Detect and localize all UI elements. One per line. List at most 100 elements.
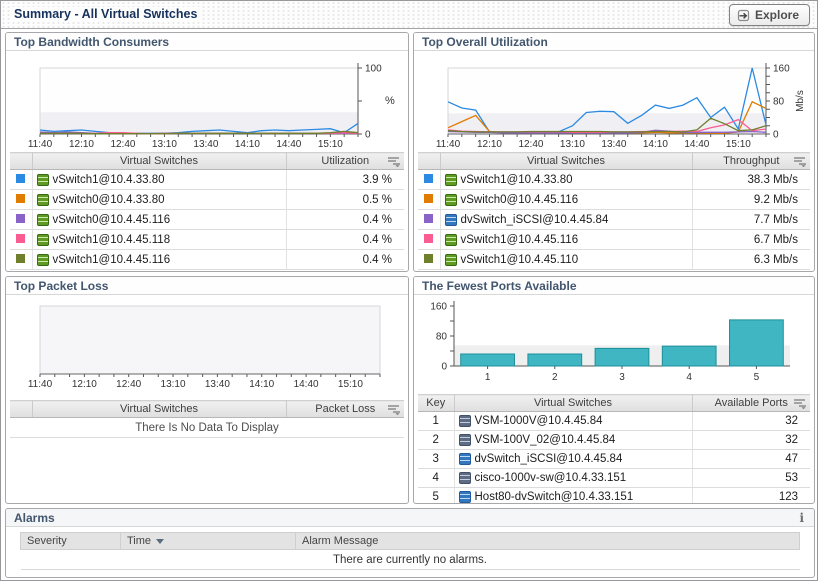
bandwidth-table: Virtual Switches Utilization vSwitch1@10…: [10, 152, 404, 270]
series-swatch: [424, 213, 434, 223]
column-menu-icon[interactable]: [387, 156, 400, 170]
swatch-column-header: [10, 400, 33, 418]
series-swatch: [16, 253, 26, 263]
available-ports-value: 47: [692, 449, 810, 469]
column-menu-icon[interactable]: [387, 404, 400, 418]
available-ports-value: 32: [692, 411, 810, 431]
svg-text:13:10: 13:10: [560, 139, 585, 150]
panel-title: Top Overall Utilization: [414, 33, 814, 51]
series-swatch: [16, 233, 26, 243]
svg-text:11:40: 11:40: [28, 379, 53, 390]
svg-text:15:10: 15:10: [726, 139, 751, 150]
svg-text:13:10: 13:10: [161, 379, 186, 390]
no-alarms-message: There are currently no alarms.: [20, 549, 800, 570]
column-menu-icon[interactable]: [793, 398, 806, 412]
table-row[interactable]: vSwitch1@10.4.45.118 0.4 %: [10, 229, 404, 250]
switch-name[interactable]: vSwitch1@10.4.45.116: [52, 253, 171, 266]
sort-desc-icon: [156, 538, 165, 544]
vswitch-icon: [444, 193, 457, 206]
switch-name[interactable]: Host80-dvSwitch@10.4.33.151: [474, 491, 634, 503]
column-header-available-ports[interactable]: Available Ports: [692, 394, 810, 412]
switch-name[interactable]: vSwitch1@10.4.33.80: [52, 173, 165, 186]
cisco-icon: [458, 415, 471, 427]
column-header-throughput[interactable]: Throughput: [692, 152, 810, 170]
column-header-packet-loss[interactable]: Packet Loss: [286, 400, 404, 418]
table-row[interactable]: 4 cisco-1000v-sw@10.4.33.151 53: [418, 468, 810, 488]
svg-text:14:40: 14:40: [294, 379, 319, 390]
dvswitch-icon: [458, 453, 471, 465]
column-header-severity[interactable]: Severity: [20, 532, 121, 550]
switch-name[interactable]: VSM-100V_02@10.4.45.84: [474, 434, 616, 446]
svg-text:13:40: 13:40: [205, 379, 230, 390]
series-swatch: [16, 213, 26, 223]
table-row[interactable]: vSwitch0@10.4.33.80 0.5 %: [10, 189, 404, 210]
column-header-alarm-message[interactable]: Alarm Message: [295, 532, 800, 550]
svg-text:5: 5: [754, 372, 760, 383]
table-row[interactable]: vSwitch0@10.4.45.116 0.4 %: [10, 209, 404, 230]
svg-text:Mb/s: Mb/s: [795, 90, 806, 112]
explore-button[interactable]: Explore: [728, 4, 810, 26]
utilization-value: 3.9 %: [286, 169, 404, 190]
table-row[interactable]: 1 VSM-1000V@10.4.45.84 32: [418, 411, 810, 431]
table-row[interactable]: vSwitch0@10.4.45.116 9.2 Mb/s: [418, 189, 810, 210]
key-value: 2: [418, 430, 455, 450]
table-row[interactable]: 2 VSM-100V_02@10.4.45.84 32: [418, 430, 810, 450]
switch-name[interactable]: vSwitch1@10.4.45.116: [460, 233, 579, 246]
vswitch-icon: [444, 253, 457, 266]
svg-text:12:10: 12:10: [69, 139, 94, 150]
table-row[interactable]: 3 dvSwitch_iSCSI@10.4.45.84 47: [418, 449, 810, 469]
cisco-icon: [458, 472, 471, 484]
vswitch-icon: [444, 233, 457, 246]
column-header-virtual-switches[interactable]: Virtual Switches: [454, 394, 693, 412]
switch-name[interactable]: vSwitch0@10.4.45.116: [52, 213, 171, 226]
vswitch-icon: [36, 253, 49, 266]
svg-text:4: 4: [686, 372, 692, 383]
switch-name[interactable]: vSwitch0@10.4.33.80: [52, 193, 165, 206]
column-header-virtual-switches[interactable]: Virtual Switches: [440, 152, 693, 170]
vswitch-icon: [36, 213, 49, 226]
alarms-table: Severity Time Alarm Message There are cu…: [20, 532, 800, 570]
table-row[interactable]: vSwitch1@10.4.33.80 3.9 %: [10, 169, 404, 190]
column-header-key[interactable]: Key: [418, 394, 455, 412]
switch-name[interactable]: vSwitch1@10.4.45.118: [52, 233, 171, 246]
switch-name[interactable]: dvSwitch_iSCSI@10.4.45.84: [474, 453, 623, 465]
cisco-icon: [458, 434, 471, 446]
info-icon[interactable]: i: [799, 511, 804, 525]
page-header: Summary - All Virtual Switches Explore: [1, 1, 817, 29]
switch-name[interactable]: cisco-1000v-sw@10.4.33.151: [474, 472, 627, 484]
column-header-time[interactable]: Time: [120, 532, 296, 550]
table-row[interactable]: vSwitch1@10.4.45.116 0.4 %: [10, 249, 404, 270]
key-value: 4: [418, 468, 455, 488]
table-row[interactable]: vSwitch1@10.4.45.116 6.7 Mb/s: [418, 229, 810, 250]
column-header-virtual-switches[interactable]: Virtual Switches: [32, 152, 287, 170]
bandwidth-chart: 11:40 12:10 12:40 13:10 13:40 14:10 14:40 15:10…: [28, 63, 395, 150]
svg-text:80: 80: [436, 332, 448, 343]
switch-name[interactable]: vSwitch1@10.4.33.80: [460, 173, 573, 186]
column-header-virtual-switches[interactable]: Virtual Switches: [32, 400, 287, 418]
switch-name[interactable]: vSwitch1@10.4.45.110: [460, 253, 579, 266]
svg-text:14:10: 14:10: [235, 139, 260, 150]
svg-text:13:10: 13:10: [152, 139, 177, 150]
column-menu-icon[interactable]: [793, 156, 806, 170]
panel-title: The Fewest Ports Available: [414, 277, 814, 295]
table-row[interactable]: vSwitch1@10.4.45.110 6.3 Mb/s: [418, 249, 810, 270]
switch-name[interactable]: vSwitch0@10.4.45.116: [460, 193, 579, 206]
svg-text:12:40: 12:40: [116, 379, 141, 390]
table-row[interactable]: vSwitch1@10.4.33.80 38.3 Mb/s: [418, 169, 810, 190]
available-ports-value: 32: [692, 430, 810, 450]
throughput-value: 6.3 Mb/s: [692, 249, 810, 270]
explore-button-label: Explore: [754, 8, 799, 22]
vswitch-icon: [36, 233, 49, 246]
table-row[interactable]: 5 Host80-dvSwitch@10.4.33.151 123: [418, 487, 810, 503]
utilization-value: 0.4 %: [286, 229, 404, 250]
utilization-chart: 11:40 12:10 12:40 13:10 13:40 14:10 14:40 15:10…: [436, 63, 806, 150]
key-value: 1: [418, 411, 455, 431]
column-header-utilization[interactable]: Utilization: [286, 152, 404, 170]
series-swatch: [424, 233, 434, 243]
panel-title: Top Bandwidth Consumers: [6, 33, 408, 51]
switch-name[interactable]: VSM-1000V@10.4.45.84: [474, 415, 603, 427]
table-row[interactable]: dvSwitch_iSCSI@10.4.45.84 7.7 Mb/s: [418, 209, 810, 230]
switch-name[interactable]: dvSwitch_iSCSI@10.4.45.84: [460, 213, 609, 226]
svg-text:3: 3: [619, 372, 625, 383]
throughput-value: 9.2 Mb/s: [692, 189, 810, 210]
